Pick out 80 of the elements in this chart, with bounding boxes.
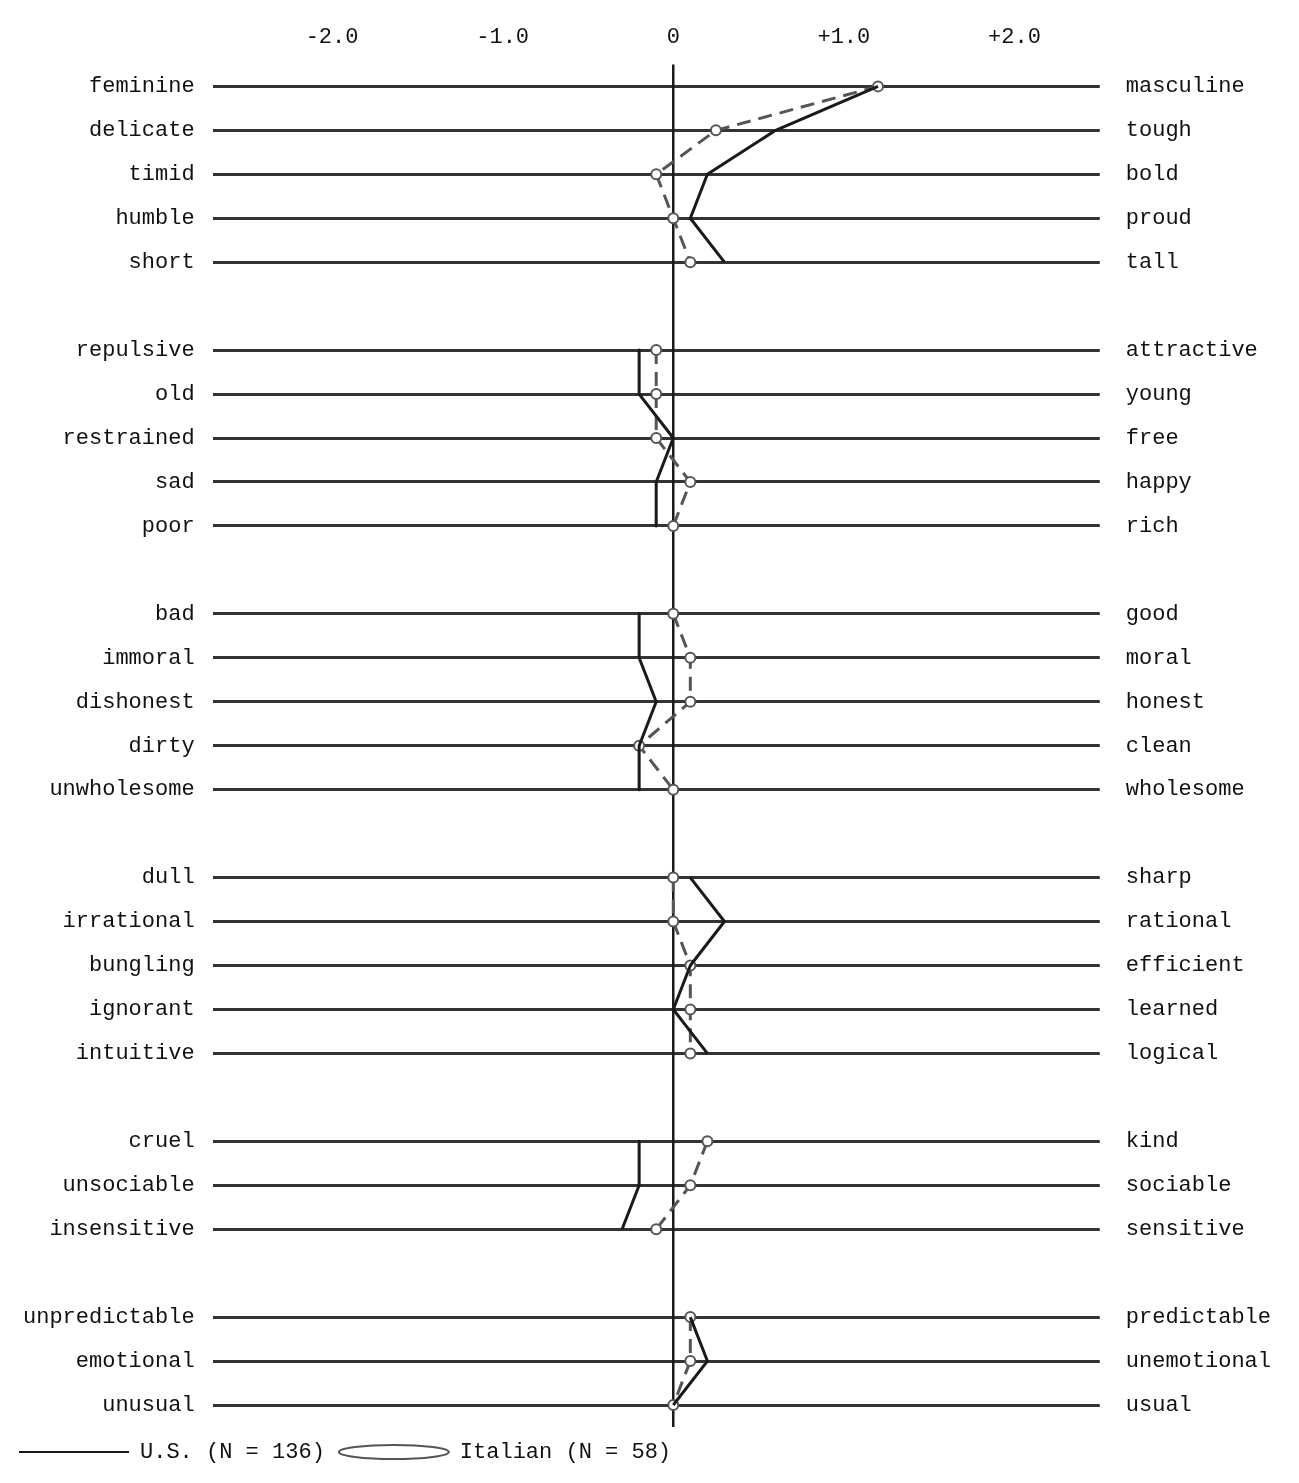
y2-tick-label: bold xyxy=(1125,162,1179,188)
point xyxy=(667,212,680,225)
y2-tick-label: logical xyxy=(1125,1041,1219,1067)
y2-tick-label: predictable xyxy=(1125,1304,1272,1330)
point xyxy=(667,519,680,532)
y2-tick-label: honest xyxy=(1125,689,1205,715)
y-tick-label: dishonest xyxy=(75,689,195,715)
y-tick-label: unsociable xyxy=(62,1173,195,1199)
point xyxy=(701,1135,714,1148)
point xyxy=(684,1003,697,1016)
y-tick-label: poor xyxy=(141,513,195,539)
y2-tick-label: free xyxy=(1125,425,1179,451)
y-tick-label: restrained xyxy=(62,425,195,451)
y2-tick-label: proud xyxy=(1125,206,1192,232)
y2-tick-label: efficient xyxy=(1125,953,1245,979)
x-tick-label: 0 xyxy=(666,25,680,51)
y-tick-label: irrational xyxy=(62,909,195,935)
y-tick-label: bungling xyxy=(89,953,195,979)
y2-tick-label: good xyxy=(1125,601,1179,627)
y-tick-label: timid xyxy=(128,162,195,188)
x-tick-label: +1.0 xyxy=(817,25,871,51)
y-tick-label: cruel xyxy=(128,1129,195,1155)
point xyxy=(667,783,680,796)
point xyxy=(709,124,722,137)
x-tick-label: -1.0 xyxy=(476,25,530,51)
point xyxy=(650,432,663,445)
y-tick-label: insensitive xyxy=(49,1217,195,1243)
x-tick-label: +2.0 xyxy=(988,25,1041,51)
point xyxy=(684,475,697,488)
y-tick-label: ignorant xyxy=(89,997,195,1023)
y-tick-label: feminine xyxy=(89,74,195,100)
y2-tick-label: young xyxy=(1125,381,1192,407)
y-tick-label: old xyxy=(155,381,195,407)
point xyxy=(684,695,697,708)
y-tick-label: humble xyxy=(115,206,195,232)
y-tick-label: sad xyxy=(155,469,195,495)
y-tick-label: unwholesome xyxy=(49,777,195,803)
point xyxy=(684,1179,697,1192)
y2-tick-label: rich xyxy=(1125,513,1179,539)
point xyxy=(684,1355,697,1368)
point xyxy=(684,256,697,269)
y2-tick-label: attractive xyxy=(1125,337,1258,363)
y2-tick-label: clean xyxy=(1125,733,1192,759)
y-tick-label: delicate xyxy=(89,118,195,144)
point xyxy=(667,915,680,928)
y2-tick-label: masculine xyxy=(1125,74,1245,100)
point xyxy=(650,388,663,401)
y2-tick-label: tall xyxy=(1125,250,1179,276)
point xyxy=(650,344,663,357)
y2-tick-label: tough xyxy=(1125,118,1192,144)
y-tick-label: unusual xyxy=(102,1392,195,1418)
y2-tick-label: sensitive xyxy=(1125,1217,1245,1243)
point xyxy=(650,168,663,181)
y-tick-label: unpredictable xyxy=(22,1304,195,1330)
y2-tick-label: wholesome xyxy=(1125,777,1245,803)
y2-tick-label: happy xyxy=(1125,469,1192,495)
legend-label: U.S. (N = 136) xyxy=(140,1439,325,1465)
y-tick-label: bad xyxy=(155,601,195,627)
y-tick-label: emotional xyxy=(75,1348,195,1374)
y2-tick-label: usual xyxy=(1125,1392,1192,1418)
y2-tick-label: unemotional xyxy=(1125,1348,1272,1374)
y-tick-label: intuitive xyxy=(75,1041,195,1067)
y2-tick-label: learned xyxy=(1125,997,1219,1023)
point xyxy=(684,1047,697,1060)
point xyxy=(684,651,697,664)
y-tick-label: dull xyxy=(141,865,195,891)
legend-label: Italian (N = 58) xyxy=(459,1439,672,1465)
point xyxy=(667,607,680,620)
y-tick-label: repulsive xyxy=(75,337,195,363)
point xyxy=(650,1223,663,1236)
y2-tick-label: sociable xyxy=(1125,1173,1232,1199)
y2-tick-label: sharp xyxy=(1125,865,1192,891)
y2-tick-label: rational xyxy=(1125,909,1232,935)
y-tick-label: short xyxy=(128,250,195,276)
point xyxy=(667,871,680,884)
y-tick-label: dirty xyxy=(128,733,195,759)
y-tick-label: immoral xyxy=(102,645,195,671)
y2-tick-label: kind xyxy=(1125,1129,1179,1155)
x-tick-label: -2.0 xyxy=(305,25,359,51)
y2-tick-label: moral xyxy=(1125,645,1192,671)
